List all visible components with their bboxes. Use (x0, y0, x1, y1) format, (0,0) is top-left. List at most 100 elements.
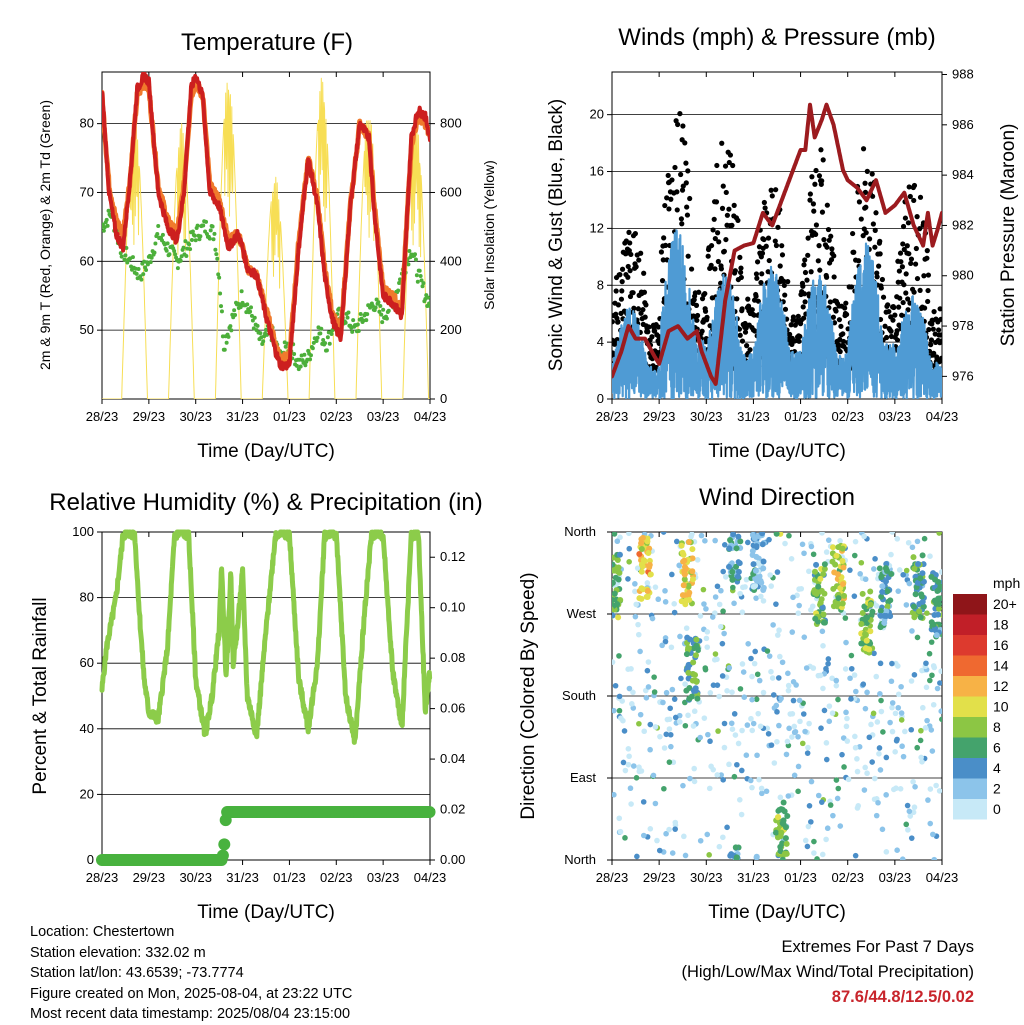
direction-point (737, 686, 744, 692)
gust-point (729, 222, 735, 228)
gust-point (759, 271, 765, 277)
gust-point (903, 290, 909, 296)
gust-point (790, 314, 797, 320)
gust-point (921, 273, 927, 279)
direction-point (919, 570, 926, 577)
direction-point (614, 568, 621, 575)
direction-point (910, 778, 916, 785)
direction-point (656, 847, 663, 854)
direction-point (632, 613, 639, 620)
direction-point (801, 634, 808, 640)
direction-point (935, 605, 942, 612)
direction-point (759, 790, 765, 797)
gust-point (848, 284, 855, 290)
direction-point (638, 546, 645, 553)
dewpoint-point (258, 331, 263, 336)
direction-point (620, 759, 627, 766)
direction-point (823, 740, 830, 746)
direction-point (690, 659, 697, 666)
x-tick-label: 04/23 (414, 409, 447, 424)
gust-point (886, 308, 892, 315)
direction-point (637, 711, 644, 718)
direction-point (712, 594, 719, 600)
direction-point (685, 645, 692, 652)
direction-point (621, 728, 628, 734)
direction-point (815, 583, 822, 590)
direction-point (643, 695, 650, 701)
direction-point (764, 725, 771, 732)
y-axis-label: 2m & 9m T (Red, Orange) & 2m Td (Green) (37, 100, 53, 370)
direction-point (701, 601, 707, 607)
direction-point (652, 724, 659, 730)
gust-point (831, 253, 837, 259)
direction-point (898, 710, 905, 716)
direction-point (841, 592, 848, 599)
dewpoint-point (406, 262, 411, 267)
direction-point (861, 533, 867, 540)
dewpoint-point (207, 236, 212, 241)
legend-swatch (953, 655, 987, 676)
y2-tick-label: 0 (440, 391, 447, 406)
direction-point (684, 664, 691, 671)
direction-point (680, 782, 686, 789)
gust-point (858, 216, 864, 222)
direction-point (652, 800, 659, 807)
dewpoint-point (310, 346, 315, 351)
direction-point (785, 670, 791, 677)
direction-point (739, 609, 746, 615)
gust-point (830, 314, 836, 320)
gust-point (713, 199, 720, 205)
gust-point (894, 337, 901, 343)
direction-point (743, 752, 750, 759)
y-tick-label: 40 (80, 721, 94, 736)
gust-point (828, 257, 835, 263)
dewpoint-point (189, 238, 194, 243)
dewpoint-point (396, 288, 401, 293)
direction-point (821, 707, 828, 714)
dewpoint-point (211, 237, 216, 242)
gust-point (877, 238, 883, 244)
dewpoint-point (102, 228, 106, 233)
direction-point (829, 544, 836, 551)
direction-point (820, 643, 826, 649)
direction-point (911, 672, 918, 678)
y-tick-label: 0 (87, 852, 94, 867)
dewpoint-point (173, 252, 178, 257)
gust-point (738, 269, 744, 275)
direction-point (629, 701, 635, 707)
direction-point (889, 704, 895, 711)
direction-point (622, 835, 628, 841)
dewpoint-point (118, 251, 123, 256)
direction-point (689, 576, 696, 583)
legend-label: 20+ (993, 596, 1017, 612)
dewpoint-point (192, 233, 197, 238)
gust-point (617, 272, 623, 278)
direction-point (848, 696, 854, 702)
direction-point (721, 744, 728, 751)
direction-point (627, 785, 634, 792)
legend-label: 14 (993, 658, 1009, 674)
direction-point (661, 745, 668, 751)
direction-point (779, 806, 786, 813)
y-axis-label: Percent & Total Rainfall (30, 597, 51, 794)
direction-point (889, 728, 896, 735)
chart-title: Winds (mph) & Pressure (mb) (618, 24, 935, 51)
gust-point (716, 239, 722, 245)
station-info: Location: Chestertown Station elevation:… (30, 922, 352, 1025)
direction-point (802, 837, 809, 844)
direction-point (939, 716, 942, 723)
y-tick-label: 20 (590, 107, 604, 122)
direction-point (864, 689, 870, 696)
x-tick-label: 01/23 (784, 870, 817, 885)
direction-point (743, 576, 750, 583)
gust-point (892, 312, 898, 318)
legend-title: mph (993, 575, 1020, 591)
direction-point (906, 808, 913, 815)
gust-point (720, 183, 726, 189)
direction-point (748, 655, 754, 662)
direction-point (729, 568, 736, 575)
direction-point (612, 791, 617, 798)
dewpoint-point (233, 313, 238, 318)
gust-point (824, 244, 830, 250)
direction-point (672, 714, 679, 721)
